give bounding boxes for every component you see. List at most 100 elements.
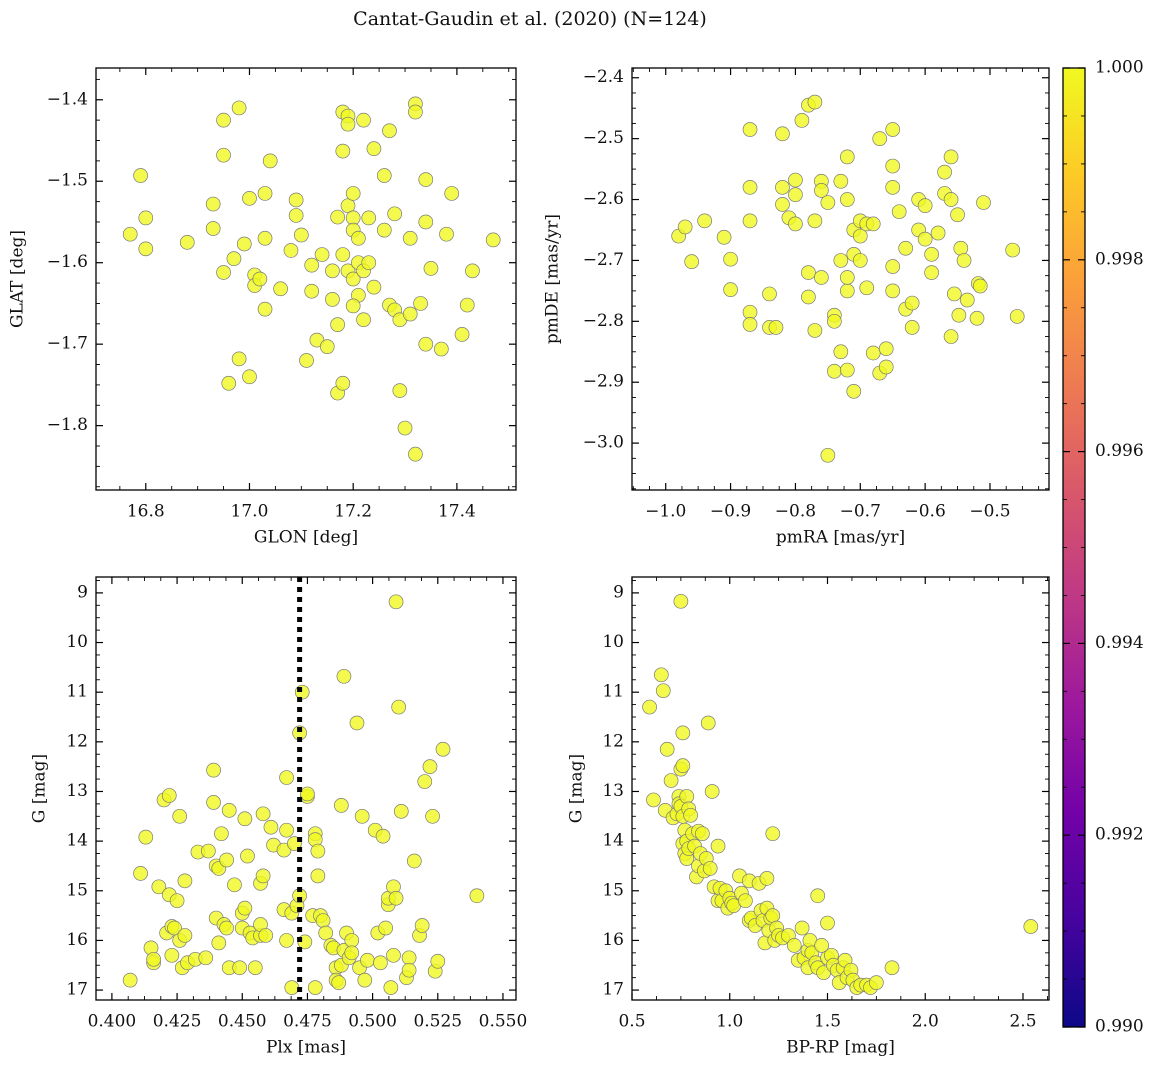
- point: [383, 980, 399, 995]
- point: [869, 975, 884, 990]
- point: [943, 192, 959, 207]
- point: [679, 789, 695, 804]
- colorbar-tick-label: 0.996: [1095, 441, 1144, 461]
- point: [373, 955, 388, 971]
- point: [839, 192, 855, 207]
- point: [859, 280, 875, 296]
- point: [768, 320, 784, 335]
- x-tick-label: −1.0: [645, 502, 686, 522]
- point: [382, 123, 397, 139]
- point: [885, 259, 901, 274]
- point: [169, 893, 185, 909]
- point: [293, 227, 309, 243]
- y-tick-label: 10: [602, 632, 624, 652]
- y-tick-label: 16: [66, 930, 88, 950]
- plot-area: [122, 96, 501, 462]
- point: [255, 868, 271, 884]
- point: [820, 447, 836, 463]
- point: [444, 186, 460, 201]
- point: [288, 192, 304, 208]
- point: [723, 282, 738, 298]
- point: [833, 253, 849, 268]
- point: [330, 317, 345, 332]
- point: [344, 933, 360, 948]
- point: [852, 253, 868, 268]
- point: [937, 164, 952, 180]
- x-tick-label: 0.425: [153, 1012, 202, 1032]
- point: [201, 843, 216, 859]
- x-tick-label: 0.5: [618, 1012, 645, 1032]
- point: [794, 920, 810, 936]
- x-tick-label: 17.2: [334, 502, 372, 522]
- colorbar-tick-label: 0.994: [1095, 633, 1144, 653]
- point: [354, 808, 370, 824]
- point: [454, 327, 470, 342]
- point: [151, 879, 167, 895]
- point: [310, 868, 326, 884]
- point: [814, 183, 829, 198]
- point: [376, 168, 392, 183]
- point: [255, 806, 271, 822]
- point: [891, 204, 907, 220]
- point: [765, 826, 781, 842]
- point: [205, 196, 221, 212]
- point: [216, 112, 231, 128]
- point: [418, 214, 434, 230]
- point: [198, 950, 214, 966]
- point: [325, 263, 340, 279]
- point: [810, 888, 826, 904]
- point: [1023, 919, 1039, 934]
- y-tick-label: 10: [66, 632, 88, 652]
- point: [898, 240, 914, 256]
- x-tick-label: 0.550: [479, 1012, 528, 1032]
- point: [216, 147, 231, 163]
- point: [315, 913, 331, 928]
- point: [388, 890, 404, 906]
- point: [206, 795, 221, 810]
- point: [775, 180, 790, 195]
- axes-frame: [95, 67, 517, 491]
- point: [659, 741, 675, 757]
- colorbar-tick-label: 0.992: [1095, 825, 1144, 845]
- x-tick-label: −0.6: [904, 502, 945, 522]
- colorbar-tick-label: 0.998: [1095, 249, 1144, 269]
- plot-area: [642, 593, 1039, 995]
- point: [122, 226, 138, 242]
- point: [206, 762, 221, 778]
- point: [172, 808, 188, 824]
- y-axis-label: GLAT [deg]: [8, 230, 28, 328]
- point: [786, 938, 802, 953]
- point: [801, 265, 816, 280]
- point: [788, 187, 803, 203]
- point: [742, 122, 758, 137]
- point: [408, 446, 423, 462]
- y-tick-label: −3.0: [583, 433, 624, 453]
- point: [401, 950, 417, 966]
- point: [378, 920, 393, 936]
- point: [833, 173, 849, 189]
- x-axis-label: pmRA [mas/yr]: [776, 528, 905, 548]
- y-tick-label: 14: [66, 831, 88, 851]
- point: [826, 313, 842, 329]
- point: [314, 247, 330, 262]
- point: [435, 741, 451, 757]
- point: [214, 826, 229, 842]
- y-axis-label: G [mag]: [30, 754, 50, 823]
- x-tick-label: 0.500: [348, 1012, 397, 1032]
- point: [279, 933, 294, 948]
- point: [839, 362, 855, 378]
- point: [1009, 309, 1025, 324]
- y-tick-label: −1.7: [47, 334, 88, 354]
- point: [943, 149, 959, 165]
- point: [262, 153, 278, 169]
- point: [972, 278, 988, 294]
- x-tick-label: 17.0: [231, 502, 269, 522]
- point: [775, 126, 790, 142]
- point: [345, 186, 361, 201]
- point: [695, 826, 710, 842]
- point: [288, 208, 304, 223]
- point: [221, 375, 237, 391]
- point: [759, 871, 775, 886]
- x-tick-label: 1.0: [716, 1012, 743, 1032]
- x-axis-label: Plx [mas]: [266, 1038, 346, 1058]
